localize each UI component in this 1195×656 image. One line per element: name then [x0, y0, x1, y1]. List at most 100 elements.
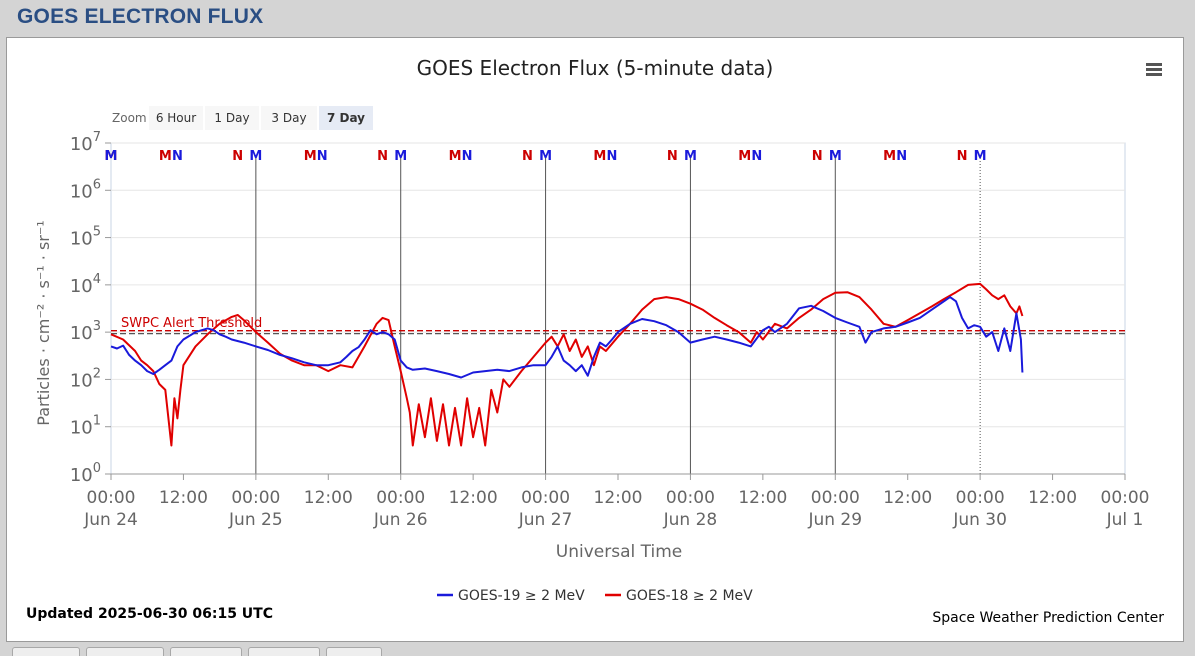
zoom-button-label[interactable]: 6 Hour	[156, 111, 196, 125]
y-tick-base: 10	[70, 229, 93, 250]
day-lines	[255, 155, 981, 474]
noon-midnight-marker: N	[751, 149, 762, 164]
noon-midnight-marker: M	[829, 149, 842, 164]
noon-midnight-marker: M	[883, 149, 896, 164]
legend-item[interactable]: GOES-18 ≥ 2 MeV	[605, 588, 753, 604]
noon-midnight-marker: M	[974, 149, 987, 164]
noon-midnight-marker: N	[957, 149, 968, 164]
noon-midnight-marker: N	[667, 149, 678, 164]
x-tick-date-label: Jul 1	[1106, 510, 1144, 530]
x-axis-label: Universal Time	[556, 542, 682, 562]
y-axis-label: Particles · cm⁻² · s⁻¹ · sr⁻¹	[34, 220, 53, 425]
y-tick-label: 101	[70, 414, 101, 439]
updated-timestamp: Updated 2025-06-30 06:15 UTC	[26, 606, 273, 622]
y-tick-exponent: 4	[93, 272, 101, 287]
noon-midnight-marker: M	[304, 149, 317, 164]
x-tick-label: 12:00	[304, 488, 353, 508]
y-tick-exponent: 0	[93, 461, 101, 476]
noon-midnight-marker: M	[593, 149, 606, 164]
zoom-label: Zoom	[112, 111, 147, 125]
legend-label[interactable]: GOES-19 ≥ 2 MeV	[458, 588, 585, 604]
y-tick-base: 10	[70, 276, 93, 297]
y-tick-label: 100	[70, 461, 101, 486]
noon-midnight-marker: N	[232, 149, 243, 164]
noon-midnight-marker: M	[684, 149, 697, 164]
x-tick-label: 00:00	[956, 488, 1005, 508]
x-tick-label: 00:00	[666, 488, 715, 508]
marker-group: MM M N N M M N N M M N N M M N N M M N N M M N N M	[105, 149, 987, 164]
menu-button[interactable]	[1142, 60, 1164, 80]
zoom-button-label[interactable]: 7 Day	[327, 111, 365, 125]
noon-midnight-marker: M	[105, 149, 118, 164]
noon-midnight-marker: N	[462, 149, 473, 164]
plot-frame	[110, 142, 1126, 475]
x-tick-label: 00:00	[811, 488, 860, 508]
noon-midnight-marker: M	[449, 149, 462, 164]
y-tick-exponent: 6	[93, 177, 101, 192]
y-tick-exponent: 3	[93, 319, 101, 334]
zoom-button-label[interactable]: 1 Day	[214, 111, 249, 125]
y-tick-label: 107	[70, 130, 101, 155]
x-tick-label: 12:00	[883, 488, 932, 508]
zoom-button-background[interactable]	[261, 106, 317, 130]
zoom-button-background[interactable]	[205, 106, 259, 130]
grid-lines	[110, 142, 1126, 475]
zoom-button-1-day[interactable]: 1 Day	[205, 106, 259, 130]
x-tick-label: 00:00	[87, 488, 136, 508]
x-tick-date-label: Jun 28	[663, 510, 718, 530]
y-tick-base: 10	[70, 134, 93, 155]
y-tick-exponent: 7	[93, 130, 101, 145]
series-group	[110, 282, 1024, 447]
x-tick-date-label: Jun 29	[807, 510, 862, 530]
noon-midnight-marker: M	[249, 149, 262, 164]
zoom-buttons: 6 Hour 1 Day 3 Day 7 Day	[149, 106, 373, 130]
x-tick-date-label: Jun 26	[373, 510, 428, 530]
hamburger-menu-icon[interactable]	[1146, 63, 1162, 76]
noon-midnight-marker: N	[317, 149, 328, 164]
zoom-button-label[interactable]: 3 Day	[271, 111, 306, 125]
x-tick-label: 00:00	[521, 488, 570, 508]
noon-midnight-marker: M	[159, 149, 172, 164]
x-tick-label: 12:00	[1028, 488, 1077, 508]
legend-label[interactable]: GOES-18 ≥ 2 MeV	[626, 588, 753, 604]
noon-midnight-marker: M	[394, 149, 407, 164]
noon-midnight-marker: N	[812, 149, 823, 164]
credit-text: Space Weather Prediction Center	[932, 610, 1164, 626]
noon-midnight-marker: M	[738, 149, 751, 164]
y-tick-label: 105	[70, 225, 101, 250]
bottom-strip	[0, 642, 1195, 652]
y-tick-exponent: 2	[93, 366, 101, 381]
y-tick-exponent: 1	[93, 414, 101, 429]
y-tick-base: 10	[70, 465, 93, 486]
noon-midnight-marker: N	[377, 149, 388, 164]
zoom-button-background[interactable]	[319, 106, 373, 130]
legend: GOES-19 ≥ 2 MeV GOES-18 ≥ 2 MeV	[437, 588, 753, 604]
noon-midnight-marker: M	[105, 149, 118, 164]
x-tick-label: 00:00	[1101, 488, 1150, 508]
x-tick-label: 12:00	[594, 488, 643, 508]
series-line	[110, 296, 1024, 379]
x-tick-date-label: Jun 30	[952, 510, 1007, 530]
y-tick-label: 106	[70, 177, 101, 202]
x-tick-date-label: Jun 25	[228, 510, 283, 530]
x-tick-date-label: Jun 27	[518, 510, 573, 530]
y-tick-base: 10	[70, 370, 93, 391]
x-tick-label: 12:00	[449, 488, 498, 508]
zoom-button-7-day[interactable]: 7 Day	[319, 106, 373, 130]
y-tick-exponent: 5	[93, 225, 101, 240]
zoom-button-background[interactable]	[149, 106, 203, 130]
zoom-button-3-day[interactable]: 3 Day	[261, 106, 317, 130]
y-tick-base: 10	[70, 323, 93, 344]
y-tick-label: 103	[70, 319, 101, 344]
y-tick-label: 102	[70, 366, 101, 391]
noon-midnight-marker: N	[607, 149, 618, 164]
noon-midnight-marker: N	[172, 149, 183, 164]
noon-midnight-marker: M	[539, 149, 552, 164]
zoom-button-6-hour[interactable]: 6 Hour	[149, 106, 203, 130]
legend-item[interactable]: GOES-19 ≥ 2 MeV	[437, 588, 585, 604]
x-tick-label: 00:00	[231, 488, 280, 508]
y-tick-label: 104	[70, 272, 101, 297]
page-header: GOES ELECTRON FLUX	[0, 0, 1195, 34]
electron-flux-chart: SWPC Alert Threshold MM M N N M M N N M M N N M M N N M M…	[26, 56, 1164, 626]
